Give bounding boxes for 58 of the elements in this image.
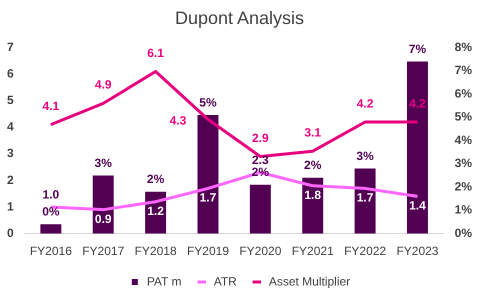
y2-tick-label: 6% <box>454 86 472 100</box>
bar <box>406 62 428 234</box>
data-label: 1.7 <box>356 190 374 205</box>
legend-label: PAT m <box>146 274 182 288</box>
x-tick-label: FY2018 <box>134 244 177 258</box>
data-label: 1.7 <box>200 190 217 205</box>
data-label: 3.1 <box>304 126 322 140</box>
data-label: 2% <box>252 165 270 180</box>
y-tick-label: 6 <box>6 66 14 80</box>
y2-tick-label: 3% <box>454 156 472 170</box>
y-tick-label: 2 <box>6 172 14 187</box>
y2-tick-label: 1% <box>454 202 472 217</box>
data-label: 0% <box>42 204 60 219</box>
y-tick-label: 3 <box>6 146 14 160</box>
y2-tick-label: 8% <box>454 40 472 54</box>
x-tick-label: FY2020 <box>239 244 282 258</box>
data-label: 2.3 <box>252 152 270 167</box>
data-label: 5% <box>199 95 217 110</box>
data-label: 1.0 <box>42 187 60 202</box>
data-label: 3% <box>94 156 112 170</box>
x-tick-label: FY2022 <box>344 244 386 258</box>
data-label: 1.8 <box>304 188 322 202</box>
data-label: 4.9 <box>94 78 112 92</box>
data-label: 0.9 <box>94 212 112 226</box>
y-tick-label: 7 <box>6 40 14 54</box>
bar <box>40 224 62 234</box>
data-label: 2% <box>146 172 165 186</box>
x-tick-label: FY2016 <box>30 244 72 258</box>
legend-label: Asset Multiplier <box>268 274 350 288</box>
bar <box>198 115 218 234</box>
legend-label: ATR <box>214 274 238 288</box>
data-label: 7% <box>408 42 426 56</box>
x-tick-label: FY2023 <box>396 244 439 258</box>
data-label: 6.1 <box>147 46 164 60</box>
x-tick-label: FY2021 <box>292 244 334 258</box>
y2-tick-label: 7% <box>454 63 472 78</box>
chart-title: Dupont Analysis <box>174 8 304 28</box>
x-tick-label: FY2019 <box>186 244 230 258</box>
bar <box>250 184 271 234</box>
data-label: 2.9 <box>252 130 270 145</box>
y2-tick-label: 5% <box>454 110 472 124</box>
y2-tick-label: 2% <box>454 179 472 194</box>
data-label: 1.4 <box>409 198 426 213</box>
data-label: 4.3 <box>170 114 187 128</box>
x-tick-label: FY2017 <box>82 244 125 258</box>
y-tick-label: 5 <box>6 93 14 108</box>
y-tick-label: 1 <box>6 199 14 214</box>
data-label: 1.2 <box>147 204 164 218</box>
bar <box>354 168 376 234</box>
y-tick-label: 4 <box>6 120 14 134</box>
data-label: 4.2 <box>409 96 426 110</box>
data-label: 4.1 <box>42 98 60 113</box>
data-label: 2% <box>304 158 322 172</box>
data-label: 3% <box>356 148 374 163</box>
data-label: 4.2 <box>356 96 374 110</box>
y-tick-label: 0 <box>6 226 14 240</box>
y2-tick-label: 4% <box>454 132 472 147</box>
y2-tick-label: 0% <box>454 226 472 240</box>
